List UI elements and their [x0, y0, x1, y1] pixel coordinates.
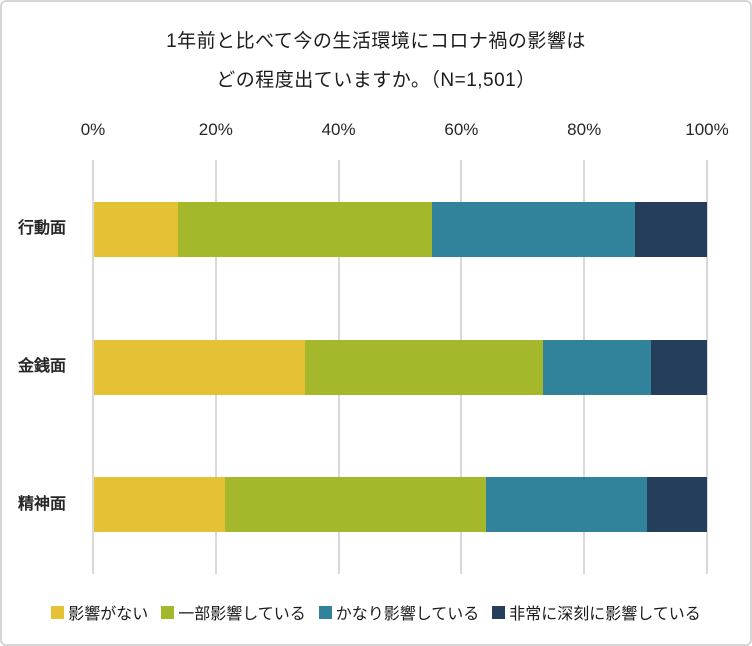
chart-title-line2: どの程度出ていますか。（N=1,501） — [216, 70, 536, 91]
bar-segment — [646, 477, 707, 532]
category-label: 行動面 — [17, 220, 66, 237]
category-label: 精神面 — [17, 495, 66, 513]
legend-label: 一部影響している — [178, 606, 306, 623]
bar-segment — [650, 339, 707, 395]
legend-swatch-icon — [51, 605, 65, 619]
bar-row — [94, 339, 707, 395]
x-tick-label: 100% — [685, 120, 729, 139]
legend-swatch-icon — [161, 605, 175, 619]
plot-area — [92, 160, 708, 574]
legend-swatch-icon — [318, 605, 332, 619]
chart-title-line1: 1年前と比べて今の生活環境にコロナ禍の影響は — [166, 31, 586, 52]
bar-segment — [304, 339, 544, 395]
bar-segment — [94, 477, 226, 532]
x-tick-label: 60% — [444, 120, 479, 139]
legend-label: 影響がない — [68, 606, 149, 623]
bar-segment — [543, 339, 651, 395]
legend-item: 非常に深刻に影響している — [492, 600, 701, 624]
bar-segment — [94, 339, 305, 395]
bar-segment — [225, 477, 487, 532]
bar-segment — [431, 201, 636, 257]
bar-row — [94, 477, 707, 532]
legend-swatch-icon — [492, 605, 506, 619]
chart-title: 1年前と比べて今の生活環境にコロナ禍の影響は どの程度出ていますか。（N=1,5… — [2, 22, 750, 100]
bar-segment — [635, 201, 707, 257]
category-label: 金銭面 — [17, 358, 66, 375]
x-tick-label: 40% — [321, 120, 356, 139]
legend-label: 非常に深刻に影響している — [509, 606, 701, 623]
x-tick-label: 20% — [198, 120, 233, 139]
legend-item: 影響がない — [51, 600, 148, 624]
legend-item: 一部影響している — [161, 600, 306, 624]
bar-segment — [94, 201, 178, 257]
x-tick-label: 0% — [80, 120, 106, 139]
legend: 影響がない 一部影響している かなり影響している 非常に深刻に影響している — [2, 600, 750, 624]
x-tick-label: 80% — [567, 120, 602, 139]
gridline — [706, 160, 708, 574]
gridline — [92, 160, 94, 574]
bar-segment — [486, 477, 647, 532]
legend-item: かなり影響している — [318, 600, 480, 624]
bar-row — [94, 201, 707, 257]
legend-label: かなり影響している — [335, 606, 480, 623]
bar-segment — [177, 201, 432, 257]
